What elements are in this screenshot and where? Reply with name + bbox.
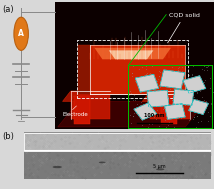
Polygon shape — [161, 96, 177, 124]
Circle shape — [156, 168, 164, 170]
Polygon shape — [173, 89, 194, 105]
Bar — [24, 151, 211, 179]
Polygon shape — [135, 74, 159, 92]
Text: (b): (b) — [2, 132, 14, 141]
Text: A: A — [18, 29, 24, 38]
Polygon shape — [147, 90, 169, 107]
Polygon shape — [55, 2, 214, 129]
Polygon shape — [71, 91, 110, 119]
Polygon shape — [71, 96, 90, 101]
Circle shape — [53, 166, 62, 168]
Text: 5 μm: 5 μm — [153, 164, 166, 169]
Polygon shape — [134, 103, 157, 120]
Polygon shape — [183, 76, 206, 93]
Text: CQD solid: CQD solid — [168, 12, 200, 43]
Polygon shape — [142, 91, 190, 101]
Polygon shape — [189, 99, 208, 115]
Bar — [24, 133, 211, 151]
Polygon shape — [74, 96, 90, 124]
Polygon shape — [158, 96, 177, 101]
Text: Electrode: Electrode — [62, 112, 88, 117]
Polygon shape — [90, 45, 185, 94]
Circle shape — [14, 17, 28, 50]
Text: (a): (a) — [2, 5, 14, 14]
Polygon shape — [79, 45, 90, 94]
Polygon shape — [58, 101, 206, 127]
Text: 100 nm: 100 nm — [144, 113, 165, 118]
Polygon shape — [150, 91, 190, 119]
Polygon shape — [109, 50, 153, 59]
Polygon shape — [160, 70, 185, 89]
Polygon shape — [165, 104, 185, 119]
Polygon shape — [79, 45, 185, 59]
Circle shape — [99, 162, 106, 163]
Bar — [24, 133, 211, 150]
Polygon shape — [94, 48, 171, 59]
Polygon shape — [62, 91, 110, 101]
